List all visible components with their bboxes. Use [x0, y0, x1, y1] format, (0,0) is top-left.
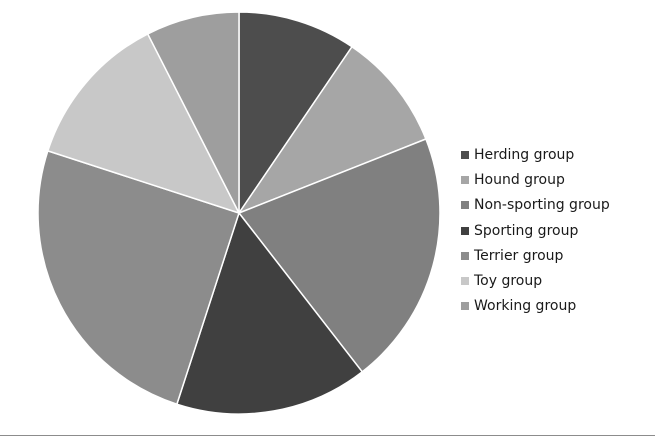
pie-slice-herding-group [238, 11, 354, 216]
legend-label: Non-sporting group [474, 197, 610, 214]
legend-label: Terrier group [474, 247, 564, 264]
pie-slice-non-sporting-group [237, 138, 441, 373]
legend-label: Herding group [474, 146, 575, 163]
legend: Herding group Hound group Non-sporting gro… [461, 142, 610, 319]
legend-swatch [461, 226, 469, 235]
legend-item-sporting-group: Sporting group [461, 218, 610, 243]
legend-label: Hound group [474, 171, 565, 188]
pie-slice-terrier-group [37, 149, 240, 406]
legend-label: Toy group [474, 273, 543, 290]
legend-swatch [461, 302, 469, 311]
legend-item-toy-group: Toy group [461, 268, 610, 293]
pie-slice-working-group [146, 11, 240, 214]
legend-swatch [461, 201, 469, 210]
legend-item-herding-group: Herding group [461, 142, 610, 167]
legend-item-terrier-group: Terrier group [461, 243, 610, 268]
legend-item-non-sporting-group: Non-sporting group [461, 193, 610, 218]
legend-item-hound-group: Hound group [461, 167, 610, 192]
pie-slice-toy-group [46, 32, 241, 215]
legend-item-working-group: Working group [461, 294, 610, 319]
pie-slice-hound-group [237, 45, 427, 215]
legend-swatch [461, 277, 469, 286]
legend-swatch [461, 175, 469, 184]
legend-label: Working group [474, 298, 577, 315]
legend-swatch [461, 251, 469, 260]
legend-label: Sporting group [474, 222, 579, 239]
pie-slices [37, 11, 441, 415]
legend-swatch [461, 150, 469, 159]
